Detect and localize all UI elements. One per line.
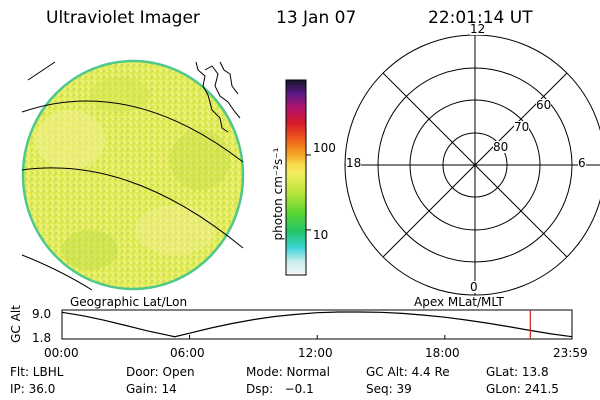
mlt-label-0: 0 <box>470 280 478 294</box>
mlt-label-6: 6 <box>578 156 586 170</box>
xtick-label-1800: 18:00 <box>425 346 460 360</box>
xtick-label-0600: 06:00 <box>170 346 205 360</box>
lat-label-80: 80 <box>493 140 509 154</box>
status-mode: Mode: Normal <box>246 365 330 379</box>
ytick-label-top: 9.0 <box>32 307 52 321</box>
colorbar-tick-10: 10 <box>313 228 329 242</box>
mlt-label-18: 18 <box>346 156 362 170</box>
status-glon: GLon: 241.5 <box>486 382 559 396</box>
status-door: Door: Open <box>126 365 195 379</box>
x-ticks <box>61 335 573 339</box>
map-line <box>21 100 244 163</box>
ytick-label-bottom: 1.8 <box>32 331 52 345</box>
altitude-plot <box>61 309 573 340</box>
status-glat: GLat: 13.8 <box>486 365 549 379</box>
uv-earth-disk <box>21 59 245 291</box>
xtick-label-2359: 23:59 <box>553 346 588 360</box>
colorbar-tick-100: 100 <box>313 141 336 155</box>
status-gc-alt: GC Alt: 4.4 Re <box>366 365 450 379</box>
lat-label-60: 60 <box>536 98 552 112</box>
status-filter: Flt: LBHL <box>10 365 64 379</box>
status-ip: IP: 36.0 <box>10 382 56 396</box>
polar-grid <box>344 34 600 296</box>
altitude-axis-label: GC Alt <box>9 305 23 343</box>
time-label: 22:01:14 UT <box>428 8 533 28</box>
colorbar-gradient <box>285 79 307 276</box>
map-grid-lines <box>21 61 244 291</box>
colorbar <box>285 79 311 276</box>
status-seq: Seq: 39 <box>366 382 412 396</box>
mlt-label-12: 12 <box>470 22 486 36</box>
lat-label-70: 70 <box>514 120 530 134</box>
xtick-label-1200: 12:00 <box>298 346 333 360</box>
apex-label: Apex MLat/MLT <box>414 295 504 309</box>
disk-highlights <box>35 77 230 270</box>
instrument-title: Ultraviolet Imager <box>46 8 200 28</box>
colorbar-unit-label: photon cm⁻²s⁻¹ <box>271 147 285 241</box>
altitude-line <box>62 311 572 338</box>
date-label: 13 Jan 07 <box>276 8 357 28</box>
coastline <box>195 61 241 133</box>
geographic-label: Geographic Lat/Lon <box>70 295 188 309</box>
coast-line <box>219 61 239 95</box>
coast-line <box>204 65 241 119</box>
coast-line <box>195 61 229 133</box>
status-gain: Gain: 14 <box>126 382 177 396</box>
map-line <box>27 61 56 81</box>
status-dsp: Dsp: −0.1 <box>246 382 314 396</box>
colorbar-ticks <box>306 154 311 231</box>
map-line <box>21 254 93 291</box>
xtick-label-0000: 00:00 <box>44 346 79 360</box>
map-line <box>21 167 244 249</box>
